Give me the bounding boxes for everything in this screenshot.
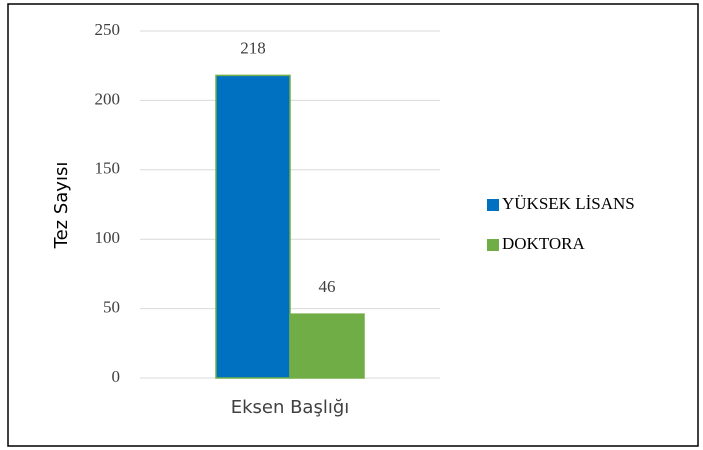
y-tick-label: 50 — [103, 298, 120, 317]
legend-swatch — [487, 199, 499, 211]
y-tick-label: 100 — [95, 228, 121, 247]
y-tick-label: 0 — [112, 367, 121, 386]
x-tick-label: Eksen Başlığı — [231, 397, 350, 418]
y-tick-label: 150 — [95, 159, 121, 178]
y-tick-label: 250 — [95, 20, 121, 39]
legend-swatch — [487, 239, 499, 251]
legend-label: YÜKSEK LİSANS — [502, 194, 635, 213]
bar — [289, 313, 365, 379]
y-tick-label: 200 — [95, 89, 121, 108]
data-label: 46 — [319, 277, 336, 296]
data-label: 218 — [240, 38, 266, 57]
y-axis-title: Tez Sayısı — [51, 162, 72, 250]
bar — [215, 74, 291, 379]
legend-label: DOKTORA — [502, 234, 586, 253]
